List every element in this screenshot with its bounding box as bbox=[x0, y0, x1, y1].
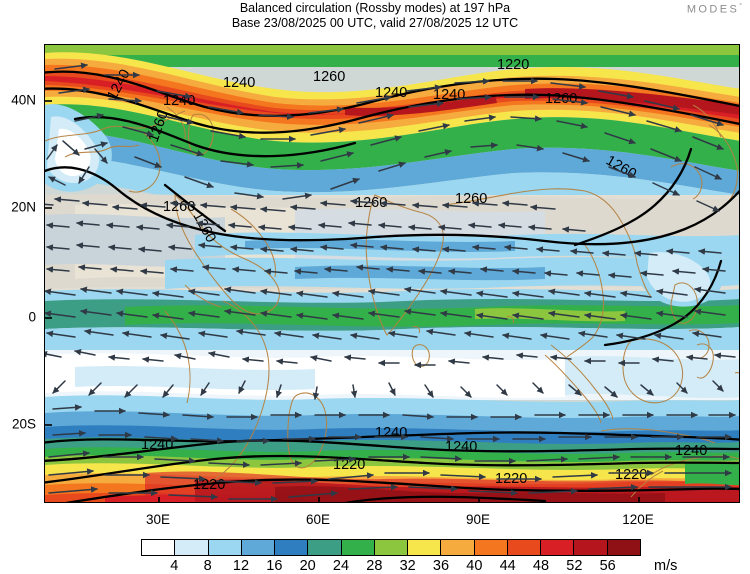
brand-text: MODES bbox=[686, 3, 740, 16]
svg-text:1240: 1240 bbox=[433, 87, 465, 103]
y-axis-labels: 40N 20N 0 20S bbox=[0, 0, 44, 574]
colorbar-swatch-10 bbox=[473, 540, 507, 555]
svg-text:1260: 1260 bbox=[545, 91, 577, 107]
svg-text:1240: 1240 bbox=[445, 439, 477, 455]
y-tick-20s: 20S bbox=[11, 416, 36, 432]
y-tick-0: 0 bbox=[28, 309, 36, 325]
map-plot-area: 1240 1240 1240 1260 1240 1240 1220 1260 … bbox=[44, 44, 740, 503]
svg-text:1240: 1240 bbox=[141, 437, 173, 453]
colorbar-swatch-5 bbox=[307, 540, 341, 555]
chart-title-block: Balanced circulation (Rossby modes) at 1… bbox=[0, 1, 750, 31]
colorbar-swatch-9 bbox=[440, 540, 474, 555]
colorbar-swatch-4 bbox=[274, 540, 308, 555]
colorbar-tick-8: 8 bbox=[203, 558, 212, 574]
colorbar-tick-28: 28 bbox=[366, 558, 383, 574]
chart-subtitle: Base 23/08/2025 00 UTC, valid 27/08/2025… bbox=[231, 16, 519, 30]
colorbar-units-label: m/s bbox=[654, 558, 678, 574]
colorbar-tick-36: 36 bbox=[432, 558, 450, 574]
colorbar-swatch-7 bbox=[373, 540, 408, 555]
colorbar-swatch-13 bbox=[573, 540, 607, 555]
colorbar-swatch-8 bbox=[407, 540, 441, 555]
colorbar-tick-12: 12 bbox=[232, 558, 250, 574]
svg-text:1240: 1240 bbox=[375, 85, 407, 101]
colorbar-tick-16: 16 bbox=[266, 558, 283, 574]
svg-text:1260: 1260 bbox=[313, 69, 345, 85]
colorbar-tick-56: 56 bbox=[599, 558, 616, 574]
y-tick-40n: 40N bbox=[11, 92, 36, 108]
colorbar-tick-44: 44 bbox=[499, 558, 516, 574]
colorbar-tick-48: 48 bbox=[532, 558, 550, 574]
colorbar-tick-40: 40 bbox=[466, 558, 483, 574]
colorbar-swatch-3 bbox=[240, 540, 275, 555]
colorbar-swatch-2 bbox=[207, 540, 241, 555]
colorbar-tick-52: 52 bbox=[566, 558, 583, 574]
colorbar-tick-20: 20 bbox=[299, 558, 316, 574]
colorbar-swatch-11 bbox=[506, 540, 541, 555]
colorbar-tick-24: 24 bbox=[332, 558, 350, 574]
colorbar-tick-4: 4 bbox=[170, 558, 179, 574]
page-title: Balanced circulation (Rossby modes) at 1… bbox=[239, 1, 511, 15]
x-tick-90e: 90E bbox=[465, 512, 491, 527]
svg-text:1260: 1260 bbox=[455, 191, 487, 207]
y-tick-20n: 20N bbox=[11, 199, 36, 215]
colorbar bbox=[141, 539, 641, 556]
svg-text:1240: 1240 bbox=[675, 443, 707, 459]
svg-text:1240: 1240 bbox=[223, 75, 255, 91]
colorbar-swatch-6 bbox=[340, 540, 374, 555]
colorbar-swatch-1 bbox=[174, 540, 208, 555]
brand-mark: ° bbox=[739, 3, 742, 10]
colorbar-swatch-12 bbox=[540, 540, 574, 555]
colorbar-swatch-14 bbox=[606, 540, 640, 555]
modes-logo: MODES° bbox=[687, 3, 742, 16]
svg-text:1220: 1220 bbox=[497, 57, 529, 73]
map-svg: 1240 1240 1240 1260 1240 1240 1220 1260 … bbox=[45, 45, 739, 502]
svg-text:1260: 1260 bbox=[163, 199, 195, 215]
x-tick-30e: 30E bbox=[145, 512, 171, 527]
colorbar-swatch-0 bbox=[142, 540, 175, 555]
x-tick-60e: 60E bbox=[305, 512, 331, 527]
x-tick-120e: 120E bbox=[622, 512, 654, 527]
svg-text:1220: 1220 bbox=[333, 457, 365, 473]
svg-text:1220: 1220 bbox=[615, 467, 647, 483]
colorbar-tick-32: 32 bbox=[399, 558, 416, 574]
svg-text:1240: 1240 bbox=[375, 425, 407, 441]
map-canvas: 1240 1240 1240 1260 1240 1240 1220 1260 … bbox=[45, 45, 739, 502]
